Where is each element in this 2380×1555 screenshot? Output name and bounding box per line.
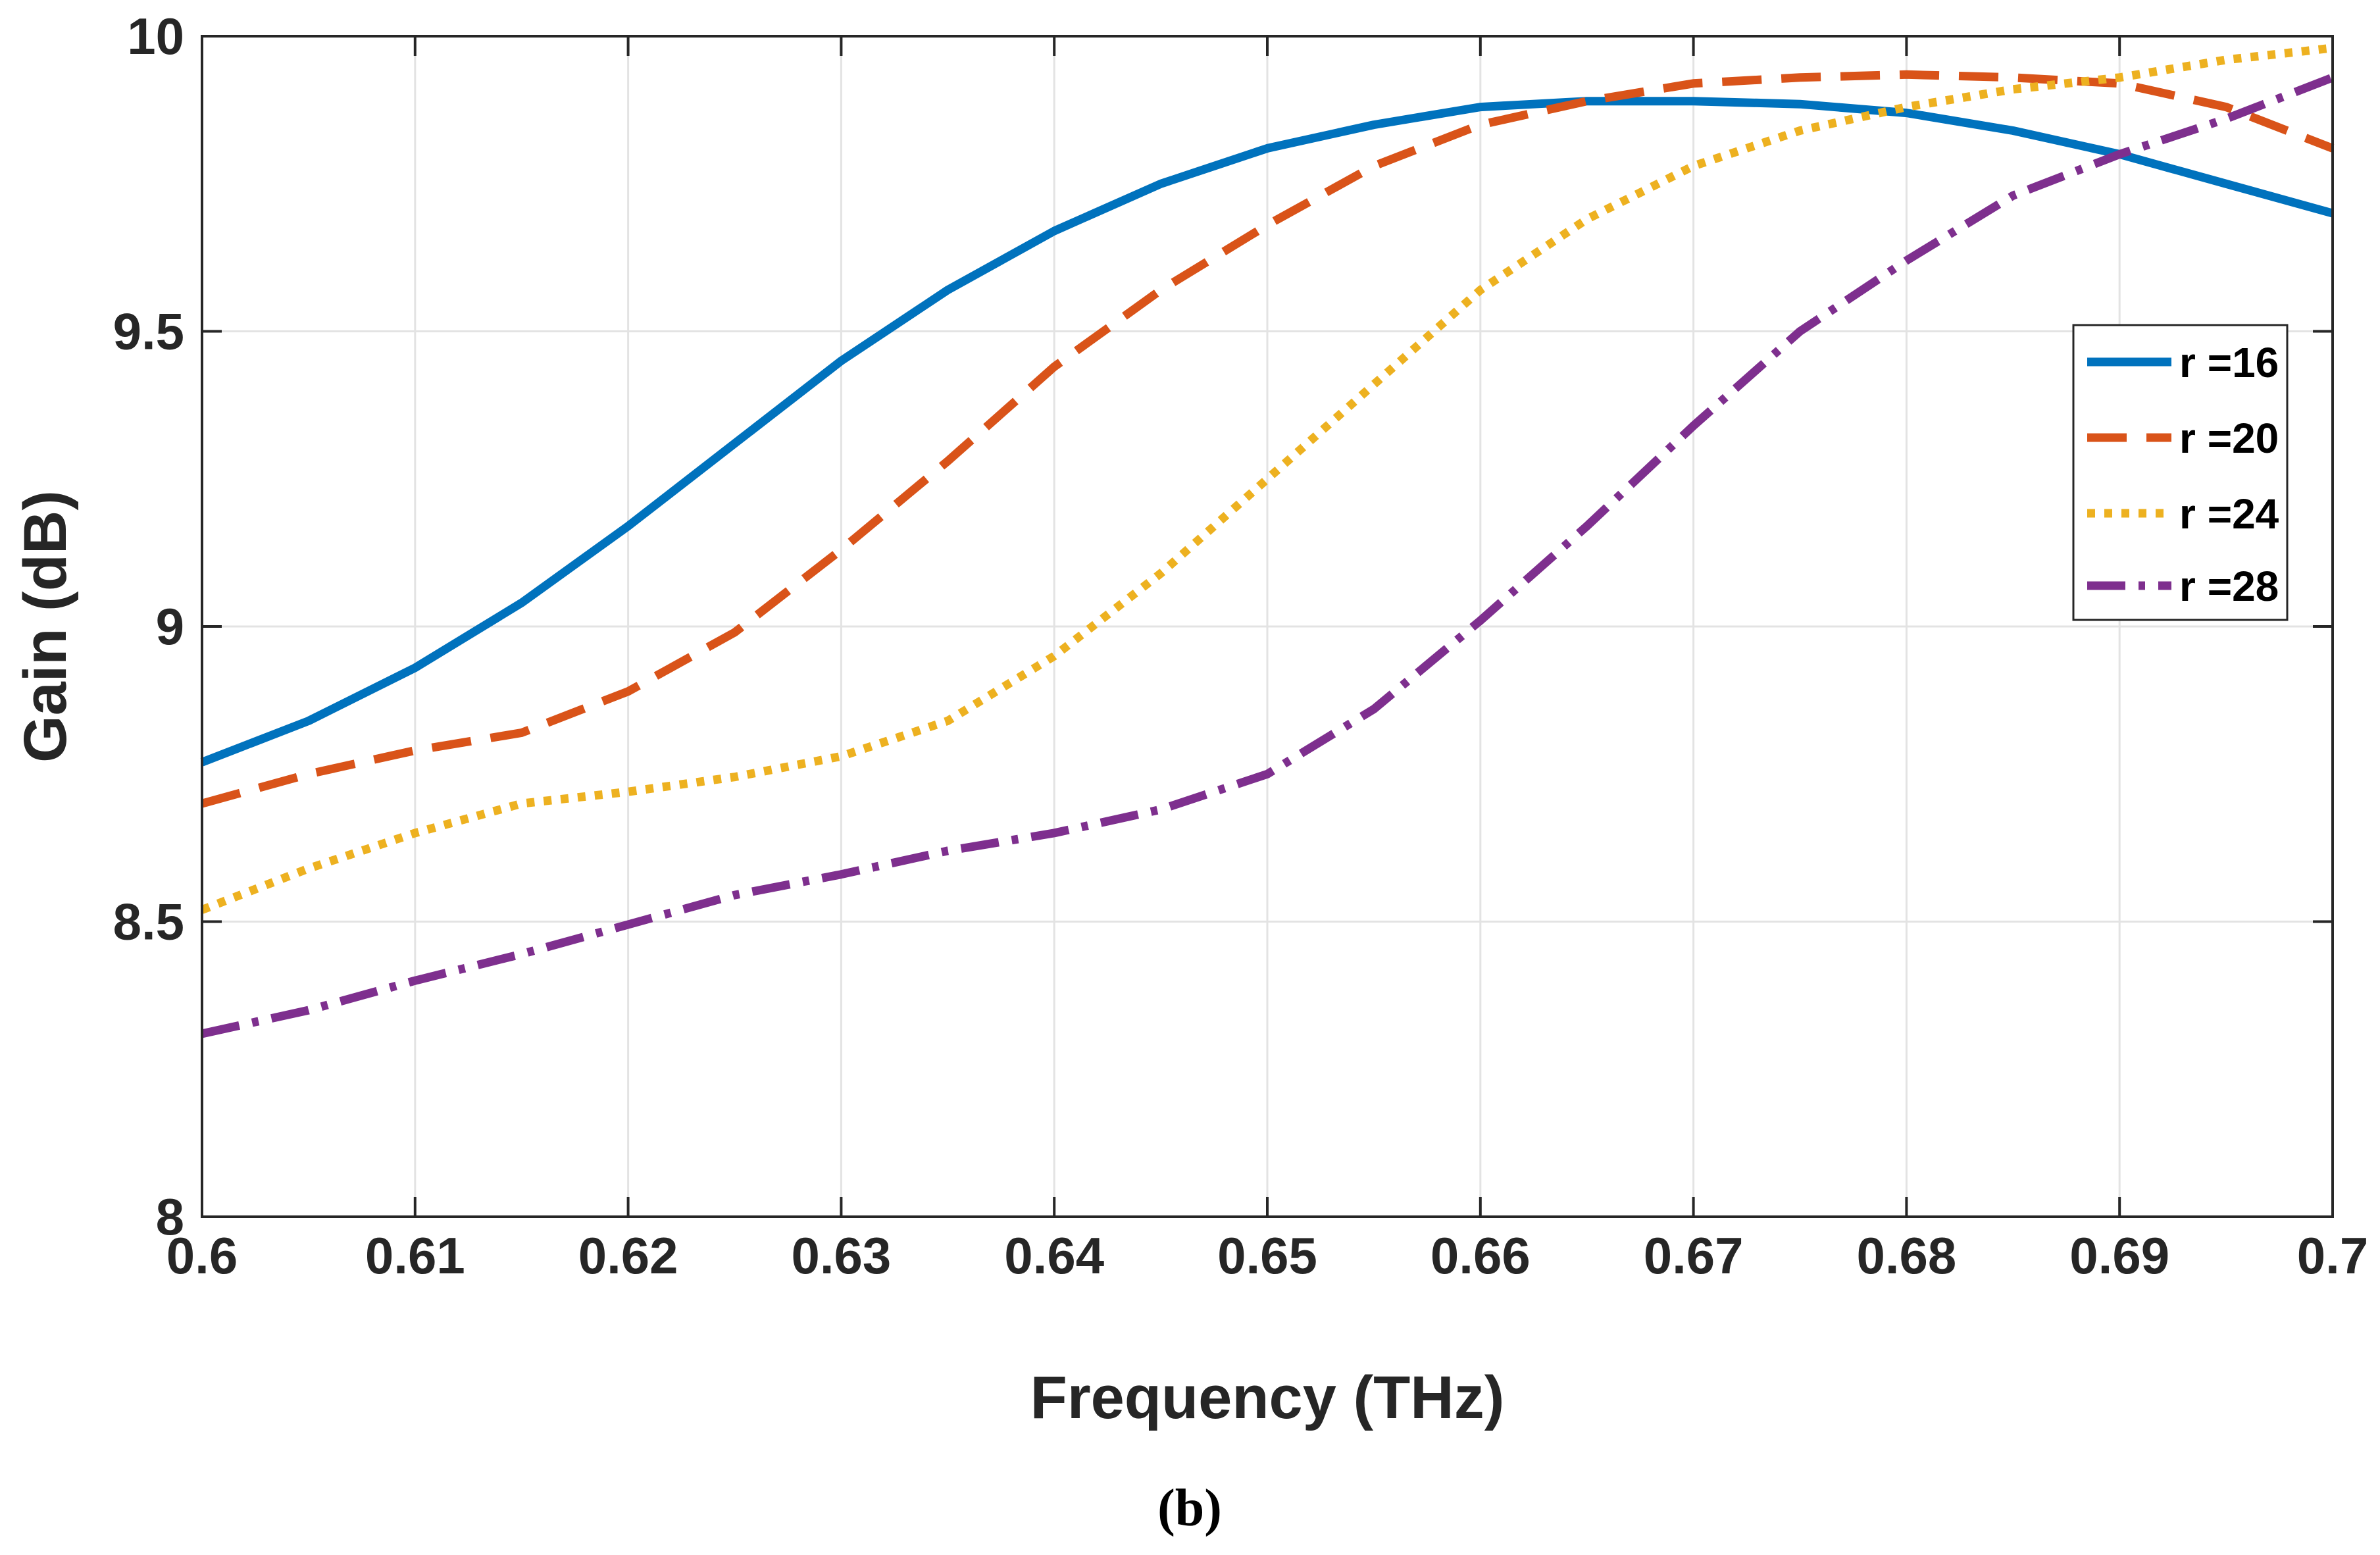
legend-label: r =24	[2179, 490, 2279, 538]
axis-ticks	[201, 35, 2334, 1218]
x-tick-label: 0.68	[1856, 1227, 1956, 1285]
x-tick-label: 0.7	[2297, 1227, 2368, 1285]
x-tick-label: 0.63	[791, 1227, 891, 1285]
legend-label: r =28	[2179, 563, 2279, 610]
y-tick-labels: 8 8.5 9 9.5 10	[113, 7, 184, 1246]
series-line-r28	[201, 73, 2335, 1038]
x-tick-label: 0.65	[1217, 1227, 1317, 1285]
x-tick-label: 0.6	[166, 1227, 238, 1285]
x-tick-label: 0.67	[1644, 1227, 1744, 1285]
legend-label: r =16	[2179, 339, 2279, 386]
x-tick-label: 0.69	[2069, 1227, 2169, 1285]
x-axis-label: Frequency (THz)	[1030, 1364, 1505, 1431]
series-lines	[200, 43, 2335, 1038]
x-tick-label: 0.66	[1431, 1227, 1531, 1285]
y-tick-label: 10	[127, 7, 184, 65]
legend: r =16 r =20 r =24 r =28	[2072, 324, 2289, 621]
x-tick-label: 0.61	[365, 1227, 465, 1285]
legend-box	[2072, 324, 2289, 621]
legend-label: r =20	[2179, 415, 2279, 462]
figure-caption: (b)	[1157, 1479, 1222, 1537]
x-tick-labels: 0.6 0.61 0.62 0.63 0.64 0.65 0.66 0.67 0.68 0.69 0…	[166, 1227, 2368, 1285]
series-line-r16	[200, 97, 2334, 767]
y-tick-label: 8	[156, 1188, 184, 1246]
legend-entries: r =16 r =20 r =24 r =28	[2087, 339, 2279, 610]
x-tick-label: 0.64	[1004, 1227, 1104, 1285]
y-axis-label: Gain (dB)	[12, 490, 79, 763]
series-line-r20	[201, 70, 2335, 808]
y-tick-label: 9.5	[113, 303, 184, 361]
y-tick-label: 8.5	[113, 893, 184, 951]
y-tick-label: 9	[156, 598, 184, 655]
x-tick-label: 0.62	[578, 1227, 678, 1285]
